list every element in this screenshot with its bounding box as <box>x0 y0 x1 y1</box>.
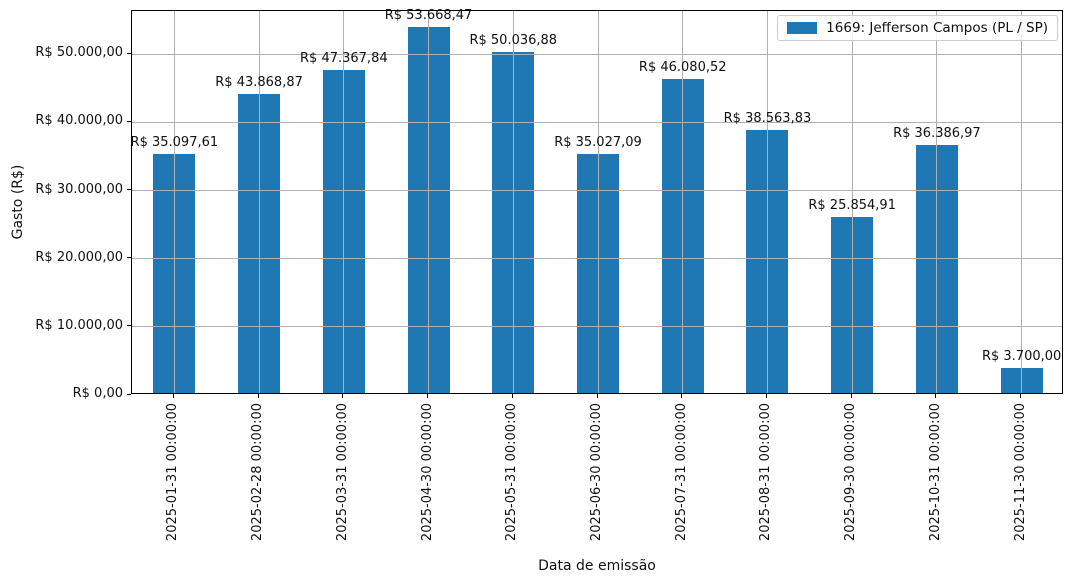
y-tick-label: R$ 50.000,00 <box>35 45 123 61</box>
bar-value-label: R$ 25.854,91 <box>808 197 896 213</box>
bar-value-label: R$ 3.700,00 <box>981 348 1062 364</box>
legend: 1669: Jefferson Campos (PL / SP) <box>777 15 1058 41</box>
y-axis-tick <box>127 393 131 395</box>
x-tick-label: 2025-08-31 00:00:00 <box>758 403 774 542</box>
y-tick-label: R$ 0,00 <box>72 386 123 401</box>
x-tick-label: 2025-06-30 00:00:00 <box>589 403 604 542</box>
x-axis-tick <box>511 394 513 398</box>
y-axis-title: Gasto (R$) <box>10 164 26 240</box>
v-gridline <box>512 11 514 393</box>
x-axis-title: Data de emissão <box>538 558 656 574</box>
h-gridline <box>132 53 1062 55</box>
y-axis-tick <box>127 189 131 191</box>
bar-value-label: R$ 43.868,87 <box>215 75 303 91</box>
v-gridline <box>1021 11 1023 393</box>
x-axis-tick <box>935 394 937 398</box>
y-axis-tick <box>127 257 131 259</box>
y-tick-label: R$ 30.000,00 <box>35 181 123 197</box>
x-axis-tick <box>172 394 174 398</box>
bar-value-label: R$ 50.036,88 <box>469 33 558 49</box>
legend-swatch <box>787 22 818 34</box>
bar-value-label: R$ 35.097,61 <box>130 134 219 150</box>
h-gridline <box>132 190 1062 192</box>
x-axis-tick <box>257 394 259 398</box>
x-tick-label: 2025-10-31 00:00:00 <box>927 403 943 542</box>
v-gridline <box>682 11 684 393</box>
bar-value-label: R$ 53.668,47 <box>384 8 473 24</box>
v-gridline <box>173 11 175 393</box>
bar-value-label: R$ 46.080,52 <box>638 60 727 75</box>
x-axis-tick <box>850 394 852 398</box>
v-gridline <box>428 11 430 393</box>
v-gridline <box>766 11 768 393</box>
y-axis-tick <box>127 325 131 327</box>
y-tick-label: R$ 20.000,00 <box>35 249 123 265</box>
y-axis-tick <box>127 52 131 54</box>
x-axis-tick <box>1020 394 1022 398</box>
x-axis-tick <box>765 394 767 398</box>
v-gridline <box>936 11 938 393</box>
h-gridline <box>132 326 1062 328</box>
v-gridline <box>343 11 345 393</box>
bar-value-label: R$ 35.027,09 <box>554 135 642 151</box>
v-gridline <box>258 11 260 393</box>
y-tick-label: R$ 40.000,00 <box>35 113 123 129</box>
x-axis-tick <box>596 394 598 398</box>
x-tick-label: 2025-01-31 00:00:00 <box>165 403 181 542</box>
plot-area: R$ 35.097,61 R$ 43.868,87 R$ 47.367,84 R$ 5… <box>130 8 1063 394</box>
bar-value-label: R$ 36.386,97 <box>893 126 981 142</box>
h-gridline <box>132 258 1062 260</box>
x-tick-label: 2025-05-31 00:00:00 <box>504 403 520 542</box>
x-tick-label: 2025-07-31 00:00:00 <box>673 403 689 542</box>
x-axis-tick <box>681 394 683 398</box>
bar-value-label: R$ 47.367,84 <box>300 51 388 67</box>
x-tick-label: 2025-11-30 00:00:00 <box>1012 403 1028 542</box>
x-tick-label: 2025-09-30 00:00:00 <box>843 403 859 542</box>
x-tick-label: 2025-02-28 00:00:00 <box>250 403 266 542</box>
x-axis-tick <box>427 394 429 398</box>
y-axis-tick <box>127 120 131 122</box>
v-gridline <box>597 11 599 393</box>
x-tick-label: 2025-03-31 00:00:00 <box>334 403 350 542</box>
bar-value-label: R$ 38.563,83 <box>723 111 812 127</box>
x-axis-tick <box>342 394 344 398</box>
v-gridline <box>851 11 853 393</box>
x-tick-label: 2025-04-30 00:00:00 <box>419 403 435 542</box>
legend-label: 1669: Jefferson Campos (PL / SP) <box>826 20 1048 36</box>
h-gridline <box>132 121 1062 123</box>
y-tick-label: R$ 10.000,00 <box>35 317 123 333</box>
